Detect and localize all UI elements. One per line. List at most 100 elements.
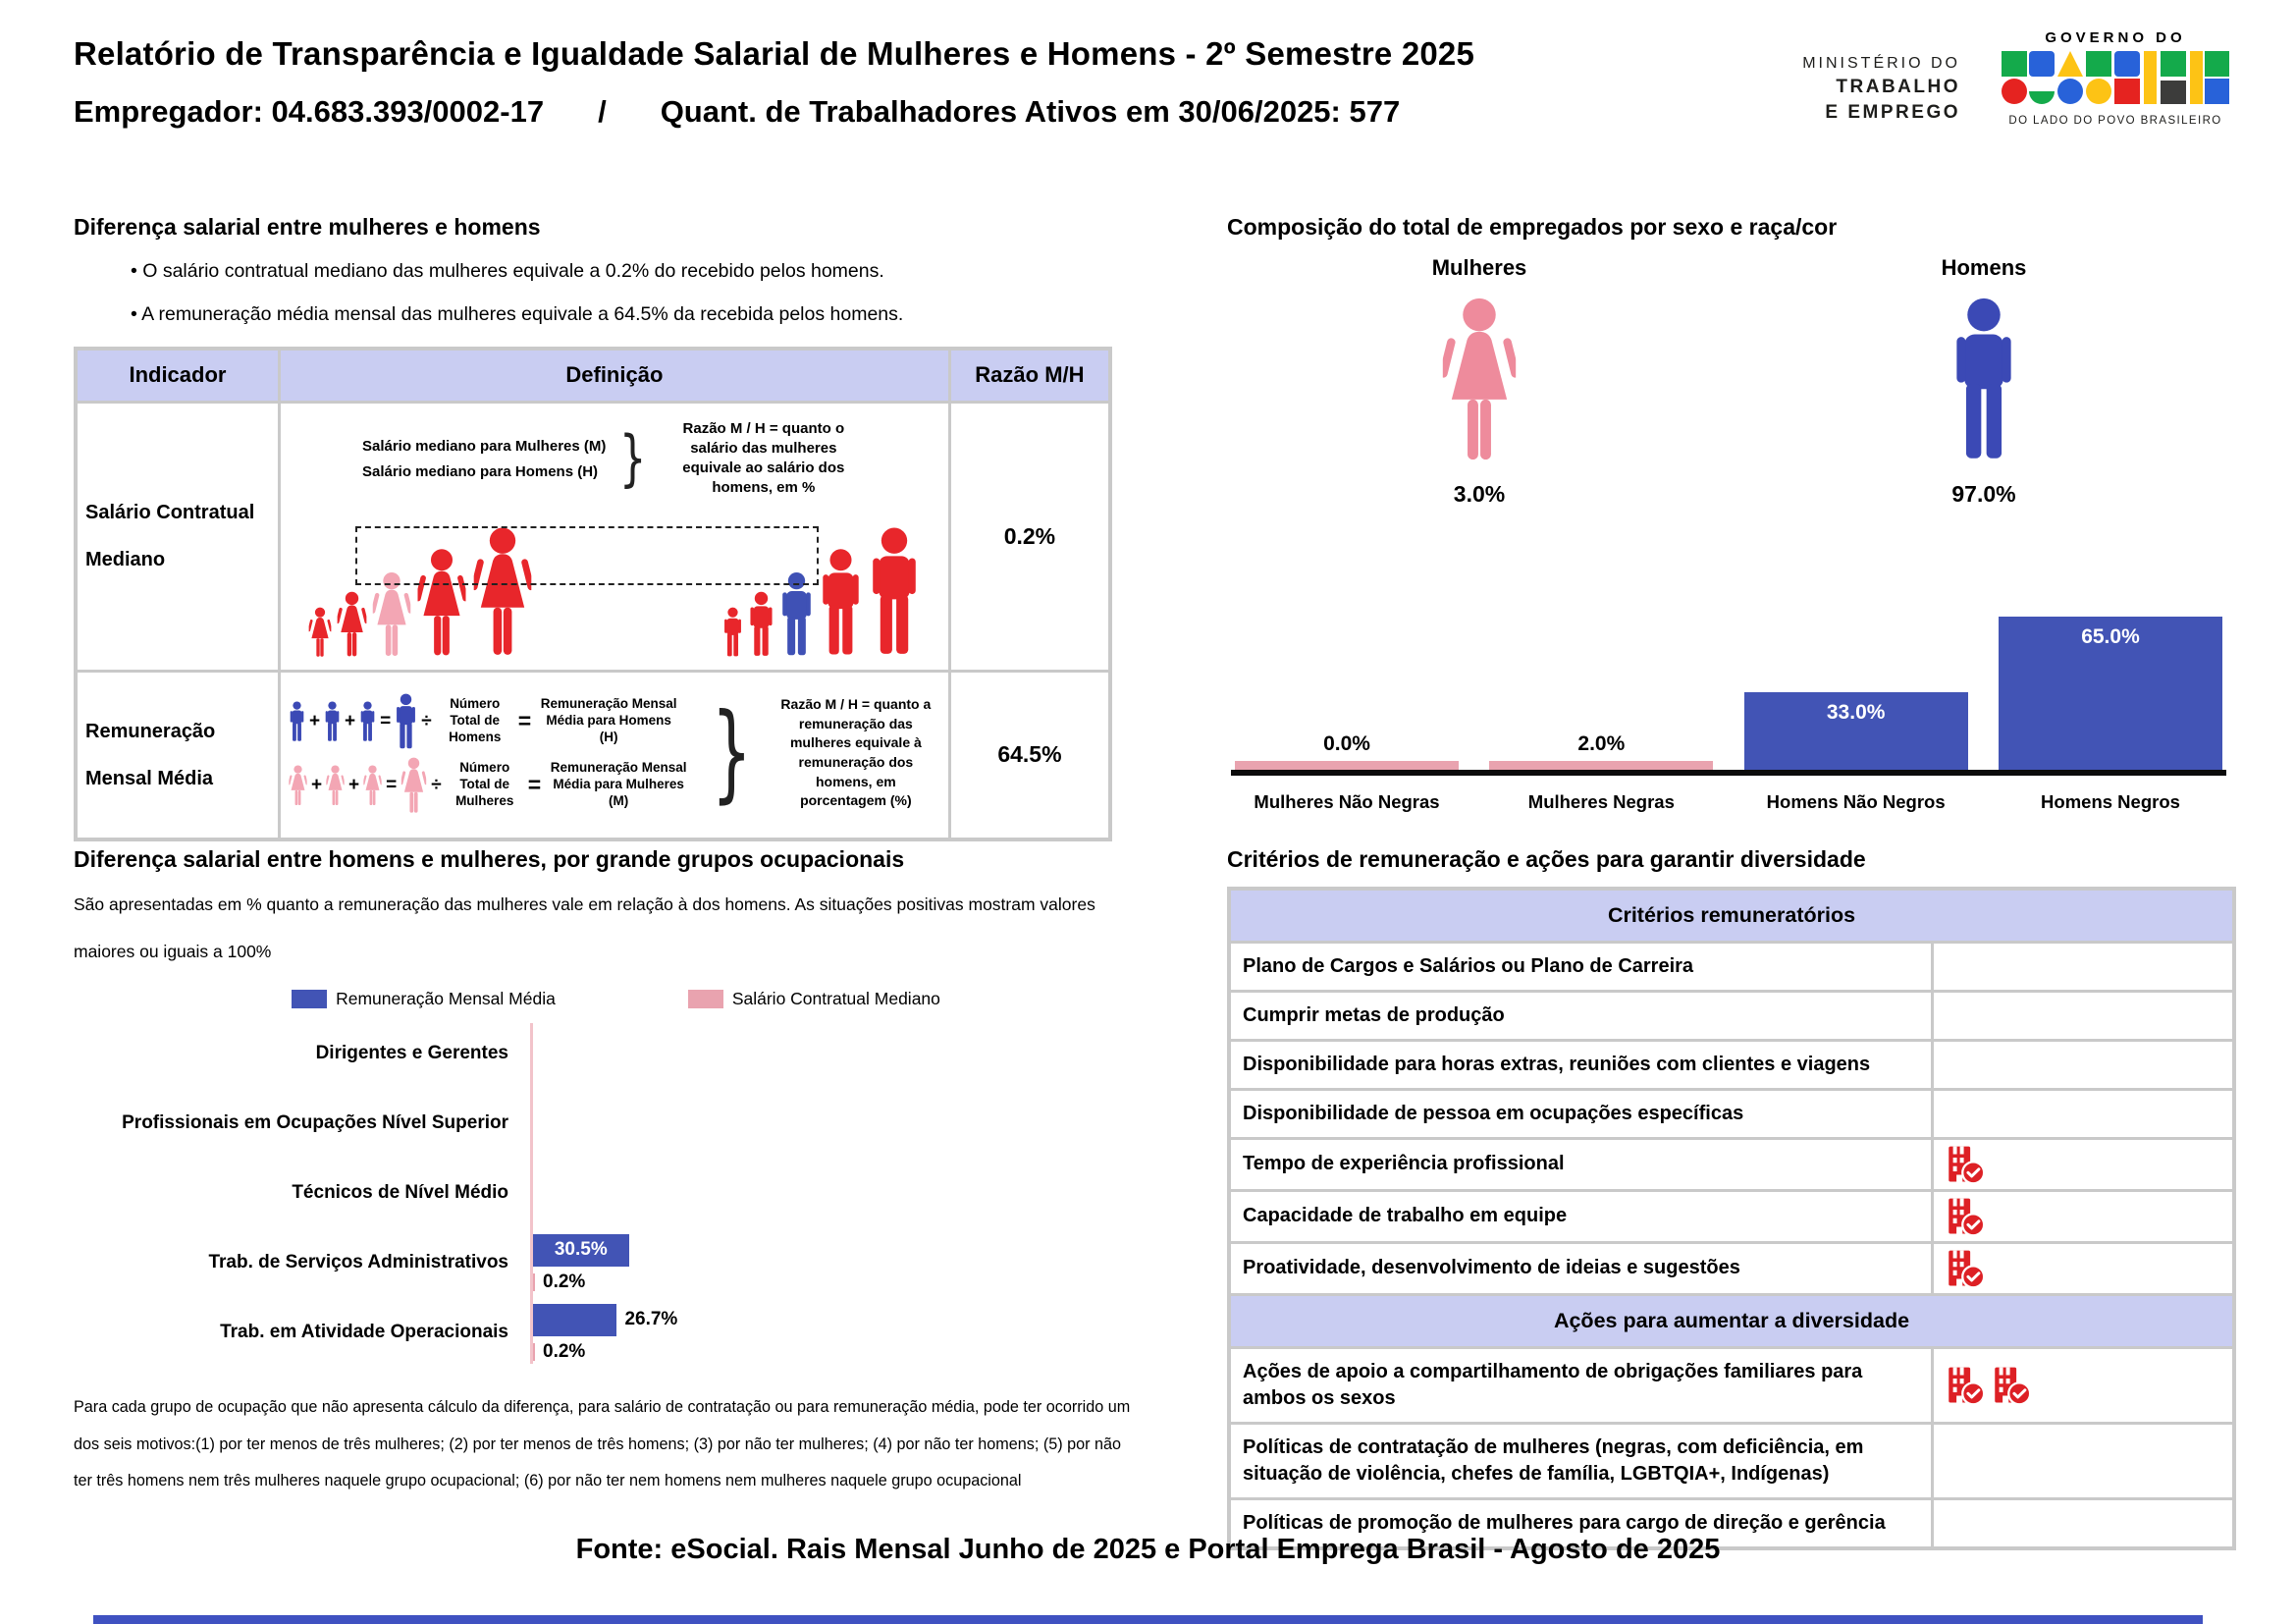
bar-value-label: 26.7% (624, 1309, 678, 1330)
median-men-label: Salário mediano para Homens (H) (361, 462, 599, 480)
subtitle-separator: / (598, 94, 607, 129)
page-title: Relatório de Transparência e Igualdade S… (74, 35, 1475, 72)
report-header: Relatório de Transparência e Igualdade S… (74, 35, 2237, 130)
bar-column: 65.0% (1998, 617, 2222, 770)
criteria-row: Ações de apoio a compartilhamento de obr… (1227, 1345, 2236, 1425)
brace-glyph: } (711, 690, 753, 814)
ratio-value: 64.5% (947, 669, 1112, 841)
man-figure-icon (395, 693, 417, 750)
occupational-description: São apresentadas em % quanto a remuneraç… (74, 894, 1095, 962)
salary-difference-bullets: O salário contratual mediano das mulhere… (131, 260, 1114, 326)
woman-figure-icon (308, 607, 332, 658)
woman-figure-icon (363, 765, 382, 806)
criteria-title: Critérios de remuneração e ações para ga… (1227, 846, 1866, 872)
median-salary-bar (533, 1272, 535, 1291)
occupational-groups-section: Diferença salarial entre homens e mulher… (74, 846, 1158, 1499)
hbar-row: Trab. de Serviços Administrativos 30.5% 0.… (74, 1228, 1158, 1298)
criteria-row: Tempo de experiência profissional (1227, 1136, 2236, 1192)
women-figure-block: Mulheres 3.0% (1332, 255, 1627, 508)
salary-difference-section: Diferença salarial entre mulheres e home… (74, 214, 1114, 841)
gov-logo-tagline: DO LADO DO POVO BRASILEIRO (2008, 115, 2222, 127)
gov-logo-top-text: GOVERNO DO (2045, 29, 2186, 46)
criteria-row: Políticas de contratação de mulheres (ne… (1227, 1421, 2236, 1500)
man-figure-icon (324, 701, 341, 742)
legend-swatch-blue (292, 990, 328, 1009)
bar-category-label: Homens Negros (2041, 791, 2180, 812)
man-figure-icon (868, 526, 921, 658)
gender-figures: Mulheres 3.0% Homens 97.0% (1227, 255, 2236, 508)
criteria-row: Políticas de promoção de mulheres para c… (1227, 1496, 2236, 1549)
table-row: Remuneração Mensal Média + + = ÷ Número Tot… (74, 669, 1112, 841)
bottom-accent-bar (93, 1615, 2203, 1624)
ministry-logo-line3: E EMPREGO (1825, 102, 1960, 123)
hbar-bars-zone: 26.7% 0.2% (533, 1303, 1158, 1363)
men-label: Homens (1941, 255, 2027, 280)
indicator-table-header-row: Indicador Definição Razão M/H (74, 347, 1112, 404)
bar-category-label: Homens Não Negros (1766, 791, 1946, 812)
criteria-label: Cumprir metas de produção (1227, 989, 1935, 1042)
composition-section: Composição do total de empregados por se… (1227, 214, 2236, 846)
ministry-of-labor-logo: MINISTÉRIO DO TRABALHO E EMPREGO (1802, 55, 1960, 124)
building-check-icon (1995, 1367, 2032, 1405)
ratio-value: 0.2% (947, 400, 1112, 673)
criteria-label: Disponibilidade para horas extras, reuni… (1227, 1038, 1935, 1091)
col-header-definicao: Definição (277, 347, 951, 404)
criteria-marks-cell (1931, 1087, 2236, 1140)
occupational-bar-chart: Dirigentes e Gerentes Profissionais em Oc… (74, 1019, 1158, 1368)
formula-result-label: Remuneração Mensal Média para Homens (H) (540, 696, 677, 744)
criteria-table: Critérios remuneratórios Plano de Cargos … (1227, 887, 2236, 1550)
criteria-label: Capacidade de trabalho em equipe (1227, 1188, 1935, 1244)
hbar-row: Profissionais em Ocupações Nível Superio… (74, 1089, 1158, 1159)
criteria-row: Plano de Cargos e Salários ou Plano de C… (1227, 940, 2236, 993)
ministry-logo-line2: TRABALHO (1836, 77, 1960, 97)
criteria-label: Proatividade, desenvolvimento de ideias … (1227, 1240, 1935, 1296)
governo-do-brasil-logo: GOVERNO DO DO LADO DO POVO BRASILEIR (1994, 29, 2237, 127)
bar-category-label: Mulheres Não Negras (1254, 791, 1440, 812)
legend-label-median: Salário Contratual Mediano (731, 989, 940, 1009)
criteria-section-title: Ações para aumentar a diversidade (1227, 1292, 2236, 1349)
building-check-icon (1949, 1367, 1986, 1405)
median-salary-bar (533, 1342, 535, 1361)
formula-count-label: Número Total de Homens (449, 696, 502, 744)
criteria-label: Disponibilidade de pessoa em ocupações e… (1227, 1087, 1935, 1140)
median-salary-bar-label: 0.2% (533, 1341, 1158, 1363)
bar-value-label: 2.0% (1577, 732, 1626, 755)
bar-column: 0.0% (1235, 732, 1459, 770)
criteria-marks-cell (1931, 1345, 2236, 1425)
man-figure-icon (359, 701, 376, 742)
criteria-marks-cell (1931, 1136, 2236, 1192)
bar: 33.0% (1743, 691, 1968, 770)
hbar-row: Técnicos de Nível Médio (74, 1159, 1158, 1228)
criteria-label: Políticas de contratação de mulheres (ne… (1227, 1421, 1935, 1500)
legend-swatch-pink (687, 990, 723, 1009)
legend-item-average: Remuneração Mensal Média (292, 989, 556, 1009)
criteria-label: Políticas de promoção de mulheres para c… (1227, 1496, 1935, 1549)
bar (1235, 761, 1459, 770)
building-check-icon (1949, 1146, 1986, 1184)
criteria-label: Plano de Cargos e Salários ou Plano de C… (1227, 940, 1935, 993)
legend-label-average: Remuneração Mensal Média (336, 989, 556, 1009)
man-figure-icon (748, 591, 774, 658)
indicator-name: Remuneração Mensal Média (74, 669, 281, 841)
women-average-formula: + + = ÷ Número Total de Mulheres = Remuneraç… (289, 757, 692, 814)
ministry-logo-line1: MINISTÉRIO DO (1802, 55, 1960, 72)
composition-title: Composição do total de empregados por se… (1227, 214, 1838, 240)
indicator-name: Salário Contratual Mediano (74, 400, 281, 673)
man-figure-icon (722, 607, 743, 658)
bar-column: 33.0% (1743, 691, 1968, 770)
definition-diagram-median: Salário mediano para Mulheres (M) Salári… (277, 400, 951, 673)
criteria-row: Cumprir metas de produção (1227, 989, 2236, 1042)
woman-icon (1442, 297, 1517, 463)
criteria-marks-cell (1931, 1496, 2236, 1549)
hbar-category-label: Trab. de Serviços Administrativos (208, 1252, 508, 1273)
median-dashed-box (354, 525, 819, 585)
formula-count-label: Número Total de Mulheres (455, 760, 514, 808)
man-icon (1951, 297, 2016, 463)
bar: 65.0% (1998, 617, 2222, 770)
criteria-marks-cell (1931, 989, 2236, 1042)
criteria-row: Disponibilidade para horas extras, reuni… (1227, 1038, 2236, 1091)
median-women-label: Salário mediano para Mulheres (M) (361, 437, 607, 455)
report-subtitle: Empregador: 04.683.393/0002-17 / Quant. … (74, 94, 2237, 130)
men-percentage: 97.0% (1951, 481, 2016, 507)
